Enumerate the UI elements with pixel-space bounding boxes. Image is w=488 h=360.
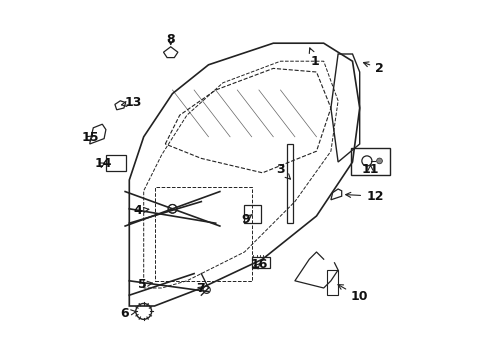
Text: 5: 5 xyxy=(137,278,152,291)
Text: 14: 14 xyxy=(95,157,112,170)
Text: 6: 6 xyxy=(121,307,136,320)
Text: 11: 11 xyxy=(361,163,379,176)
Text: 7: 7 xyxy=(196,282,204,295)
Text: 8: 8 xyxy=(166,33,175,46)
Text: 9: 9 xyxy=(241,213,252,226)
Text: 3: 3 xyxy=(276,163,290,179)
Bar xyxy=(106,155,125,171)
Text: 15: 15 xyxy=(81,131,99,144)
Text: 10: 10 xyxy=(337,285,367,303)
Text: 16: 16 xyxy=(250,258,267,271)
Text: 12: 12 xyxy=(345,190,383,203)
Text: 13: 13 xyxy=(121,96,142,109)
Circle shape xyxy=(376,158,382,164)
Text: 1: 1 xyxy=(309,48,319,68)
Bar xyxy=(286,144,293,223)
Text: 4: 4 xyxy=(134,204,148,217)
Text: 2: 2 xyxy=(363,62,383,75)
